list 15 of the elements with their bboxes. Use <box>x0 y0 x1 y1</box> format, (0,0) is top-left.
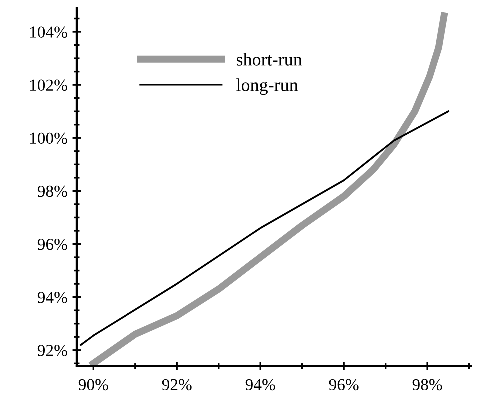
x-tick-label: 96% <box>329 379 359 391</box>
y-tick-label: 96% <box>38 238 68 250</box>
x-tick-label: 94% <box>246 379 276 391</box>
y-tick-label: 104% <box>30 26 68 38</box>
y-tick-label: 92% <box>38 345 68 356</box>
y-tick-label: 94% <box>38 292 68 304</box>
line-series <box>80 110 450 346</box>
y-tick-label: 98% <box>38 186 68 198</box>
x-tick-label: 98% <box>412 379 442 391</box>
legend-label: short-run <box>236 53 302 66</box>
legend-label: long-run <box>236 78 298 96</box>
y-tick-label: 100% <box>30 132 68 144</box>
y-tick-label: 102% <box>30 80 68 92</box>
x-tick-label: 90% <box>78 379 108 391</box>
x-tick-label: 92% <box>162 379 192 391</box>
